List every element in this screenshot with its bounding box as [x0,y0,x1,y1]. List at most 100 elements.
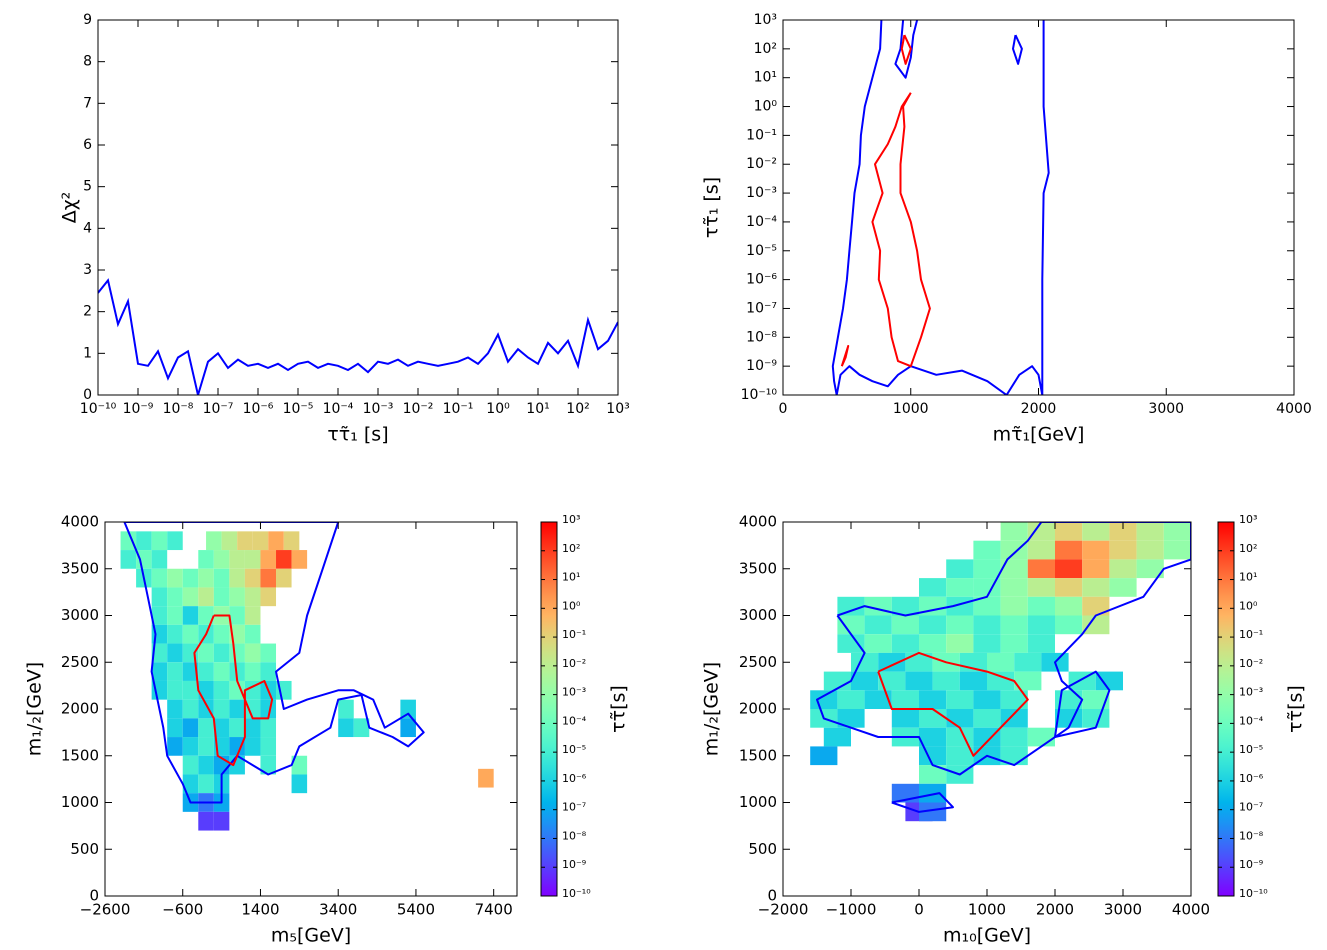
x-tick-label: 10⁻⁵ [283,401,314,417]
heat-cell [167,606,183,625]
heat-cell [1082,578,1110,597]
heat-cell [338,718,354,738]
heat-cell [198,774,214,794]
heat-cell [353,718,370,738]
y-tick-label: 10⁻⁷ [746,300,777,316]
heat-cell [946,690,974,709]
x-tick-label: 2000 [1021,401,1057,417]
heat-cell [959,671,987,691]
heat-cell [120,550,137,569]
heat-cell [891,634,919,653]
y-tick-label: 10⁻⁸ [746,329,777,345]
colorbar-tick-label: 10³ [1239,513,1257,526]
heat-cell [198,662,214,681]
x-tick-label: 4000 [1276,401,1312,417]
y-tick-label: 10⁻⁴ [746,214,777,230]
x-axis-label: m₁₀[GeV] [943,925,1031,947]
heat-cell [1055,540,1083,560]
y-tick-label: 7 [83,95,92,111]
colorbar-tick-label: 10⁻⁸ [562,829,587,842]
heat-cell [120,531,137,551]
heat-cell [878,671,906,691]
x-tick-label: 10⁰ [486,401,510,417]
heat-cell [1109,540,1137,560]
colorbar-tick-label: 10³ [562,513,580,526]
heat-cell [244,737,261,756]
heat-cell [260,755,277,775]
x-axis-label: mτ̃₁[GeV] [993,424,1085,446]
heat-cell [973,540,1001,560]
x-tick-label: 1400 [241,901,279,919]
heat-cell [837,596,865,616]
y-tick-label: 0 [83,387,92,403]
heat-cell [1136,540,1164,560]
colorbar-tick-label: 10⁻¹⁰ [562,887,591,900]
plot-area [831,20,1050,395]
heat-cell [946,578,974,597]
heat-cell [919,802,947,822]
heat-cell [167,680,183,700]
heat-cell [973,615,1001,635]
x-tick-label: −600 [162,901,203,919]
heat-cell [136,531,152,551]
heat-cell [291,550,308,569]
heat-cell [1055,596,1083,616]
heat-cell [213,662,230,681]
axes-frame [782,19,1295,396]
heat-cell [182,662,199,681]
colorbar-tick-label: 10⁻⁴ [1239,714,1264,727]
heat-cell [244,643,261,663]
heat-cell [1027,634,1055,653]
heat-cell [237,531,253,551]
colorbar-tick-label: 10⁻² [562,657,586,670]
heat-cell [810,746,838,766]
heat-cell [1082,540,1110,560]
heat-cell [946,615,974,635]
colorbar-tick-label: 10⁻⁵ [1239,743,1263,756]
y-tick-label: 2 [83,304,92,320]
heat-cell [1109,559,1137,579]
y-tick-label: 10⁻² [746,156,777,172]
y-tick-label: 10² [754,41,777,57]
heat-cell [919,709,947,728]
heat-cell [1014,652,1042,672]
x-tick-label: −2600 [80,901,131,919]
heat-cell [1000,727,1028,747]
y-tick-label: 0 [767,887,777,905]
heat-cell [182,680,199,700]
colorbar-label: ττ̃[s] [1285,685,1307,733]
heat-cell [1095,671,1123,691]
heat-cell [182,774,199,794]
contour [900,34,912,65]
heat-cell [1027,596,1055,616]
y-axis-label: ττ̃₁ [s] [701,177,723,238]
plot-area [120,522,494,831]
y-tick-label: 1000 [739,793,777,811]
y-axis-label: Δχ² [59,192,81,224]
heat-cell [891,709,919,728]
colorbar-tick-label: 10⁻² [1239,657,1263,670]
heat-cell [946,709,974,728]
heat-cell [151,531,168,551]
heat-cell [932,671,960,691]
heat-cell [151,568,168,588]
heat-cell [151,643,168,663]
heat-cell [1000,634,1028,653]
heat-cell [213,680,230,700]
heat-cell [1082,709,1110,728]
colorbar-tick-label: 10⁻⁹ [562,858,586,871]
contour [816,522,1191,776]
heat-cell [1014,671,1042,691]
y-tick-label: 10⁻⁹ [746,358,777,374]
heat-cell [244,568,261,588]
x-tick-label: 10⁻³ [363,401,394,417]
heat-cell [167,624,183,644]
heat-cell [151,587,168,607]
heat-cell [851,671,879,691]
heat-cell [268,531,284,551]
colorbar [1217,521,1235,897]
heat-cell [1000,559,1028,579]
heat-cell [182,606,199,625]
y-tick-label: 4000 [739,513,777,531]
